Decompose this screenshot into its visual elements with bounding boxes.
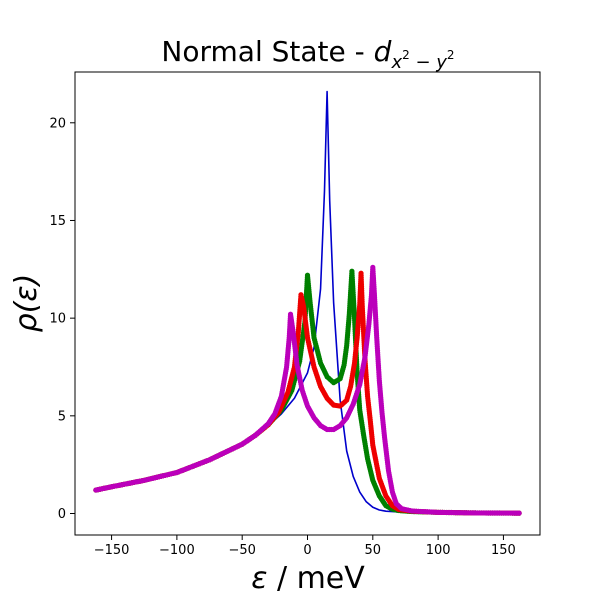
y-tick-label: 10 xyxy=(49,312,66,327)
chart-title-text: Normal State - xyxy=(161,35,373,68)
y-axis-label: ρ(ε) xyxy=(9,274,44,333)
x-tick-label: 100 xyxy=(426,543,451,558)
series-magenta xyxy=(93,264,522,516)
series-layer xyxy=(93,90,522,516)
chart-title-math-sub-b-sup: 2 xyxy=(447,48,455,62)
x-axis-label: ε / meV xyxy=(251,561,365,596)
x-axis-label-unit: / meV xyxy=(267,561,365,596)
x-tick-label: 150 xyxy=(491,543,516,558)
chart-title: Normal State - dx2 − y2 xyxy=(161,35,454,73)
x-tick-label: 0 xyxy=(303,543,311,558)
chart-title-math-base: d xyxy=(374,35,392,68)
x-tick-label: 50 xyxy=(365,543,382,558)
y-tick-label: 0 xyxy=(58,507,66,522)
chart-title-math-sub-a: x xyxy=(390,52,402,73)
data-point-magenta xyxy=(516,510,522,516)
axes-layer: −150 −100 −50 0 50 100 150 0 5 10 15 20 xyxy=(49,71,541,558)
x-tick-label: −50 xyxy=(228,543,255,558)
x-tick-label: −100 xyxy=(159,543,195,558)
chart-title-math-sub-b: y xyxy=(435,52,447,73)
chart-title-math-sub-mid: − xyxy=(410,52,437,73)
y-tick-label: 5 xyxy=(58,409,66,424)
x-tick-label: −150 xyxy=(94,543,130,558)
x-axis-label-symbol: ε xyxy=(251,561,267,596)
y-tick-label: 15 xyxy=(49,214,66,229)
chart-title-math-sub-a-sup: 2 xyxy=(402,48,410,62)
y-tick-label: 20 xyxy=(49,116,66,131)
